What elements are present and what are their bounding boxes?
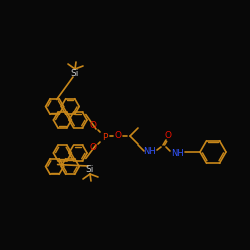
Text: Si: Si — [86, 166, 94, 174]
Text: NH: NH — [144, 148, 156, 156]
Text: O: O — [164, 132, 172, 140]
Text: P: P — [102, 132, 108, 141]
Text: O: O — [90, 122, 96, 130]
Text: Si: Si — [71, 68, 79, 78]
Text: O: O — [90, 144, 96, 152]
Text: NH: NH — [170, 148, 183, 158]
Text: O: O — [114, 132, 121, 140]
